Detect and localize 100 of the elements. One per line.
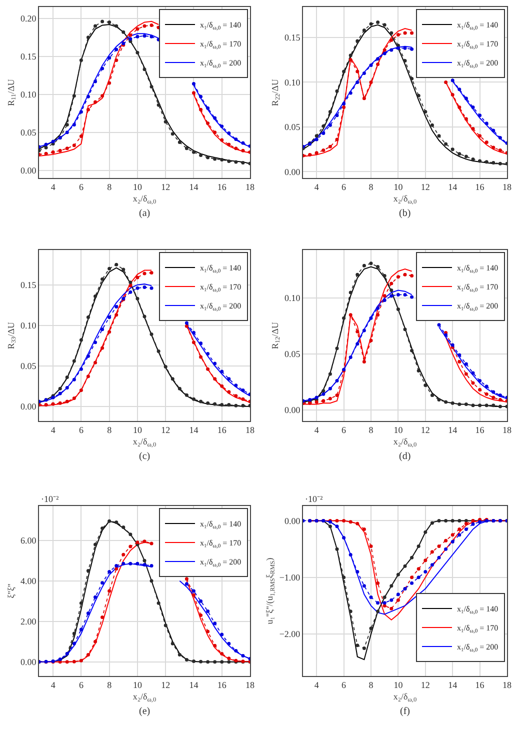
x-tick-label: 10 <box>394 680 404 690</box>
text: (f) <box>400 706 410 717</box>
x-tick-label: 8 <box>368 680 374 690</box>
x-tick-label: 10 <box>394 182 404 192</box>
y-tick-label: 0.00 <box>20 402 37 412</box>
y-tick-label: 0.15 <box>284 32 301 43</box>
legend-label: x₁/δ$_{ω,0}$ = 200 <box>457 302 498 312</box>
x-tick-label: 16 <box>217 680 227 690</box>
y-tick-label: 0.10 <box>20 320 37 331</box>
x-tick-label: 8 <box>107 680 112 690</box>
x-tick-label: 4 <box>314 182 320 192</box>
x-tick-label: 8 <box>368 424 374 435</box>
x-tick-label: 10 <box>394 424 404 435</box>
x-axis-title: x₂/δ$_{ω,0}$ <box>393 436 417 448</box>
legend-label: x₁/δ$_{ω,0}$ = 170 <box>457 624 498 634</box>
x-tick-label: 10 <box>132 182 142 192</box>
y-tick-label: 0.00 <box>284 404 301 415</box>
x-tick-label: 4 <box>50 424 56 435</box>
x-tick-label: 18 <box>502 182 512 192</box>
legend-label: x₁/δ$_{ω,0}$ = 140 <box>457 604 498 616</box>
y-tick-label: 0.00 <box>284 516 301 526</box>
x-tick-label: 6 <box>78 182 84 192</box>
x-axis-title: x₂/δ$_{ω,0}$ <box>393 692 417 704</box>
x-axis-title: x₂/δ$_{ω,0}$ <box>132 194 156 206</box>
text: ·10⁻² <box>41 494 59 504</box>
y-tick-label: 2.00 <box>20 616 37 627</box>
x-tick-label: 18 <box>246 424 255 435</box>
x-tick-label: 16 <box>475 424 485 435</box>
x-tick-label: 14 <box>189 680 199 690</box>
x-tick-label: 12 <box>420 424 430 435</box>
text: (c) <box>139 451 150 462</box>
x-tick-label: 12 <box>161 424 170 435</box>
y-tick-label: 0.15 <box>20 52 37 62</box>
text: (d) <box>399 451 411 462</box>
y-tick-label: 6.00 <box>20 536 37 546</box>
x-tick-label: 18 <box>246 680 255 690</box>
x-tick-label: 14 <box>448 424 458 435</box>
text: (b) <box>399 208 411 219</box>
x-axis-title: x₂/δ$_{ω,0}$ <box>132 692 156 704</box>
legend-label: x₁/δ$_{ω,0}$ = 170 <box>200 40 242 50</box>
y-tick-label: 0.05 <box>284 349 301 360</box>
y-tick-label: 0.05 <box>284 122 301 132</box>
x-tick-label: 4 <box>50 680 56 690</box>
x-tick-label: 16 <box>475 182 485 192</box>
x-tick-label: 4 <box>50 182 56 192</box>
legend-label: x₁/δ$_{ω,0}$ = 200 <box>200 558 242 568</box>
legend-label: x₁/δ$_{ω,0}$ = 140 <box>457 20 498 32</box>
text: (a) <box>139 208 150 219</box>
y-tick-label: 0.00 <box>20 656 37 667</box>
x-tick-label: 10 <box>132 424 142 435</box>
x-tick-label: 12 <box>420 680 430 690</box>
legend-label: x₁/δ$_{ω,0}$ = 140 <box>200 20 242 32</box>
legend-label: x₁/δ$_{ω,0}$ = 140 <box>457 264 498 274</box>
y-tick-label: 0.05 <box>20 128 37 138</box>
legend-label: x₁/δ$_{ω,0}$ = 140 <box>200 264 242 274</box>
x-axis-title: x₂/δ$_{ω,0}$ <box>132 436 156 448</box>
x-tick-label: 16 <box>217 182 227 192</box>
x-tick-label: 10 <box>132 680 142 690</box>
text: (e) <box>139 706 150 717</box>
x-tick-label: 12 <box>161 182 170 192</box>
x-axis-title: x₂/δ$_{ω,0}$ <box>393 194 417 206</box>
x-tick-label: 4 <box>314 680 320 690</box>
y-tick-label: −2.00 <box>279 629 301 640</box>
x-tick-label: 16 <box>475 680 485 690</box>
legend-label: x₁/δ$_{ω,0}$ = 200 <box>457 58 498 70</box>
x-tick-label: 12 <box>420 182 430 192</box>
x-tick-label: 8 <box>107 424 112 435</box>
y-tick-label: 0.00 <box>284 166 301 177</box>
x-tick-label: 4 <box>314 424 320 435</box>
x-tick-label: 6 <box>78 680 84 690</box>
x-tick-label: 6 <box>342 680 347 690</box>
y-tick-label: 0.00 <box>20 166 37 176</box>
x-tick-label: 12 <box>161 680 170 690</box>
legend-label: x₁/δ$_{ω,0}$ = 170 <box>457 40 498 50</box>
legend-label: x₁/δ$_{ω,0}$ = 200 <box>457 642 498 654</box>
legend-label: x₁/δ$_{ω,0}$ = 170 <box>200 538 242 550</box>
x-tick-label: 6 <box>78 424 84 435</box>
x-tick-label: 14 <box>448 680 458 690</box>
x-tick-label: 18 <box>502 680 512 690</box>
x-tick-label: 6 <box>342 182 347 192</box>
y-tick-label: 0.15 <box>20 280 37 290</box>
y-tick-label: 0.10 <box>284 293 301 304</box>
y-axis-title: ξ''ξ'' <box>6 583 16 598</box>
legend-label: x₁/δ$_{ω,0}$ = 170 <box>200 282 242 294</box>
y-tick-label: 0.20 <box>20 14 37 24</box>
x-tick-label: 8 <box>368 182 374 192</box>
legend-label: x₁/δ$_{ω,0}$ = 140 <box>200 520 242 530</box>
x-tick-label: 14 <box>189 424 199 435</box>
y-tick-label: −1.00 <box>279 572 301 583</box>
x-tick-label: 18 <box>502 424 512 435</box>
text: ·10⁻² <box>305 494 323 504</box>
legend-label: x₁/δ$_{ω,0}$ = 170 <box>457 282 498 294</box>
x-tick-label: 8 <box>107 182 112 192</box>
legend-label: x₁/δ$_{ω,0}$ = 200 <box>200 302 242 312</box>
x-tick-label: 14 <box>448 182 458 192</box>
y-tick-label: 0.05 <box>20 361 37 372</box>
x-tick-label: 6 <box>342 424 347 435</box>
y-tick-label: 0.10 <box>284 77 301 88</box>
legend-label: x₁/δ$_{ω,0}$ = 200 <box>200 58 242 70</box>
x-tick-label: 18 <box>246 182 255 192</box>
